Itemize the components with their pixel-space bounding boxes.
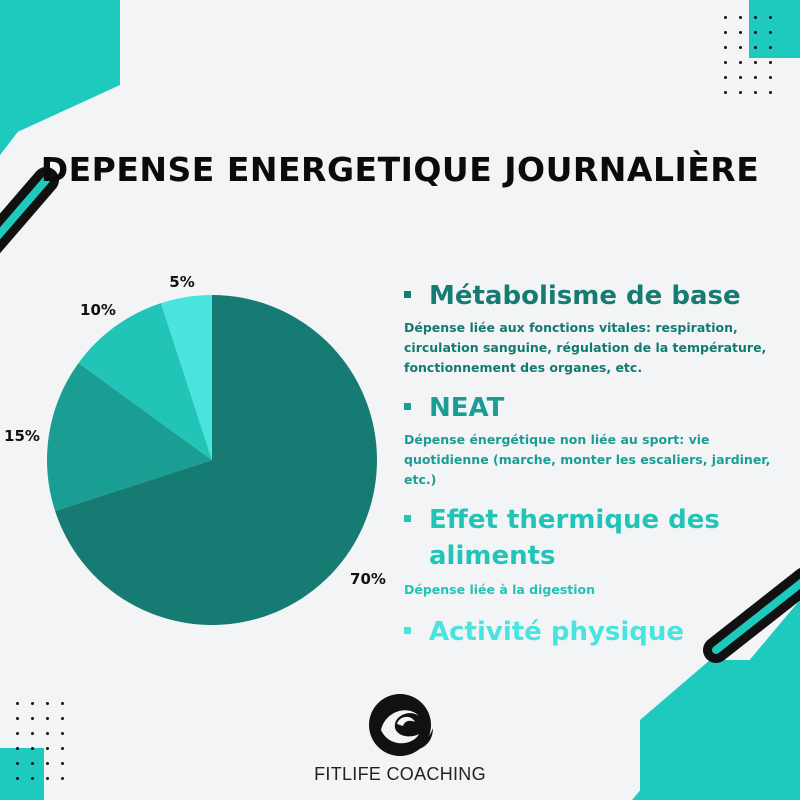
decorative-dot	[769, 31, 772, 34]
legend-bullet	[404, 403, 411, 410]
decorative-dot	[754, 31, 757, 34]
legend-label: NEAT	[429, 393, 505, 423]
decorative-dot	[739, 16, 742, 19]
decorative-dot	[61, 777, 64, 780]
decorative-dot	[739, 46, 742, 49]
decorative-dot	[754, 16, 757, 19]
pie-slice-4	[161, 295, 212, 460]
decorative-dot	[724, 61, 727, 64]
decorative-dot	[61, 702, 64, 705]
legend-bullet	[404, 627, 411, 634]
decorative-dot	[46, 747, 49, 750]
slice-label-1: 70%	[350, 570, 386, 588]
bottom-right-triangle-fill	[632, 600, 800, 800]
legend-item-metabolisme: Métabolisme de base Dépense liée aux fon…	[404, 278, 784, 378]
decorative-dot	[754, 61, 757, 64]
chart-legend: Métabolisme de base Dépense liée aux fon…	[404, 278, 784, 650]
top-right-square	[749, 0, 800, 58]
decorative-dot	[46, 732, 49, 735]
slice-label-2: 15%	[4, 427, 40, 445]
decorative-dot	[31, 717, 34, 720]
decorative-dot	[61, 762, 64, 765]
legend-bullet	[404, 515, 411, 522]
bottom-left-square	[0, 748, 44, 800]
decorative-dot	[31, 702, 34, 705]
legend-item-activite: Activité physique	[404, 614, 784, 650]
decorative-dot	[31, 762, 34, 765]
decorative-dot	[16, 717, 19, 720]
decorative-dot	[61, 717, 64, 720]
page-title: DEPENSE ENERGETIQUE JOURNALIÈRE	[40, 150, 760, 189]
top-right-dot-grid	[724, 16, 784, 106]
legend-description: Dépense énergétique non liée au sport: v…	[404, 432, 771, 487]
right-pill-shape	[703, 568, 800, 663]
legend-description: Dépense liée aux fonctions vitales: resp…	[404, 320, 767, 375]
decorative-dot	[46, 762, 49, 765]
decorative-dot	[16, 732, 19, 735]
decorative-dot	[754, 76, 757, 79]
decorative-dot	[16, 702, 19, 705]
decorative-dot	[754, 91, 757, 94]
decorative-dot	[16, 747, 19, 750]
decorative-dot	[61, 732, 64, 735]
pie-slice-2	[47, 363, 212, 511]
legend-item-neat: NEAT Dépense énergétique non liée au spo…	[404, 390, 784, 490]
pie-slice-3	[78, 303, 212, 460]
decorative-dot	[46, 702, 49, 705]
decorative-dot	[46, 717, 49, 720]
decorative-dot	[724, 31, 727, 34]
slice-label-3: 10%	[80, 301, 116, 319]
legend-label: Métabolisme de base	[429, 281, 741, 311]
decorative-dot	[16, 777, 19, 780]
brand-name: FITLIFE COACHING	[314, 764, 486, 784]
decorative-dot	[31, 777, 34, 780]
top-left-triangle-fill	[0, 0, 120, 140]
legend-label: Effet thermique des aliments	[429, 505, 720, 571]
pie-slice-1	[55, 295, 377, 625]
decorative-dot	[724, 76, 727, 79]
decorative-dot	[754, 46, 757, 49]
decorative-dot	[61, 747, 64, 750]
left-pill-shape	[0, 167, 59, 254]
decorative-dot	[769, 91, 772, 94]
decorative-dot	[724, 16, 727, 19]
decorative-dot	[769, 16, 772, 19]
decorative-dot	[739, 31, 742, 34]
decorative-dot	[16, 762, 19, 765]
bottom-left-dot-grid	[16, 702, 76, 792]
legend-label: Activité physique	[429, 617, 685, 647]
decorative-dot	[739, 76, 742, 79]
decorative-dot	[31, 747, 34, 750]
slice-label-4: 5%	[169, 273, 194, 291]
decorative-dot	[724, 46, 727, 49]
wave-circle-logo	[369, 694, 433, 756]
decorative-dot	[46, 777, 49, 780]
decorative-dot	[724, 91, 727, 94]
decorative-dot	[739, 61, 742, 64]
decorative-dot	[769, 61, 772, 64]
decorative-dot	[769, 76, 772, 79]
decorative-dot	[739, 91, 742, 94]
decorative-dot	[31, 732, 34, 735]
legend-item-thermique: Effet thermique des aliments Dépense lié…	[404, 502, 784, 600]
legend-description: Dépense liée à la digestion	[404, 582, 596, 597]
decorative-dot	[769, 46, 772, 49]
legend-bullet	[404, 291, 411, 298]
